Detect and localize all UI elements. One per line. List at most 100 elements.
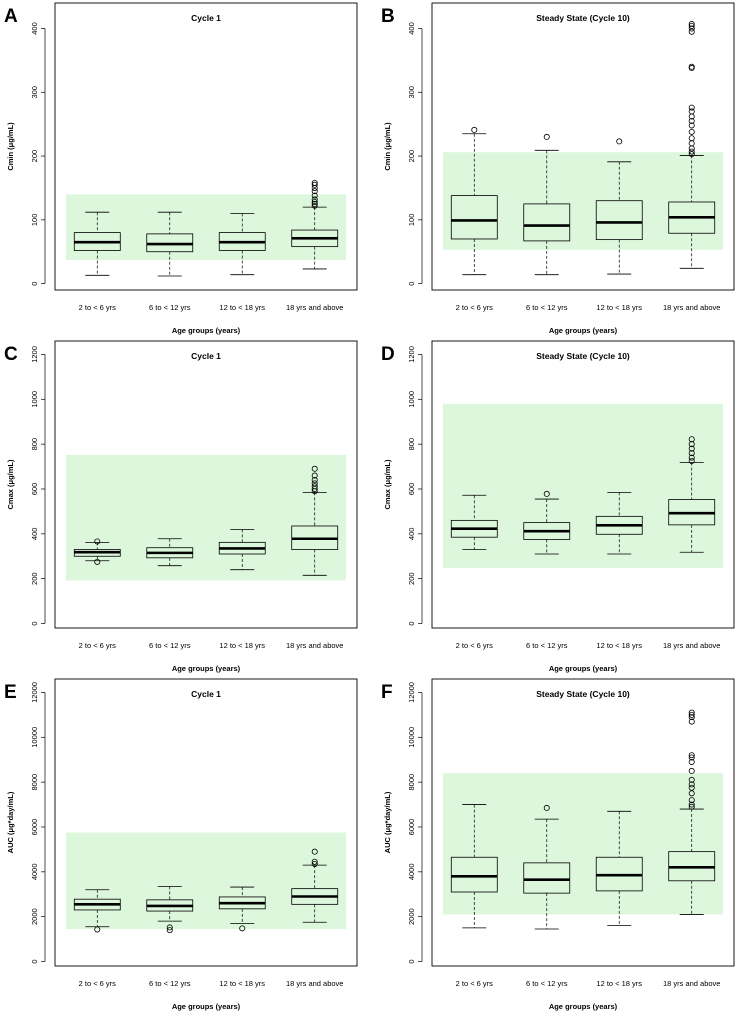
- outlier-point: [688, 767, 695, 774]
- y-tick-label: 600: [407, 483, 416, 496]
- y-axis-label: Cmin (μg/mL): [383, 122, 392, 171]
- panel-letter: C: [4, 344, 18, 365]
- boxplot-chart-d: D Steady State (Cycle 10) 0 200 400 600 800 100…: [381, 340, 735, 673]
- reference-range-band: [66, 194, 346, 261]
- y-tick-label: 800: [407, 438, 416, 451]
- x-axis-label: Age groups (years): [549, 664, 618, 673]
- outlier-point: [688, 752, 695, 759]
- y-tick-label: 2000: [407, 908, 416, 925]
- x-tick-label: 2 to < 6 yrs: [79, 979, 117, 988]
- outlier-point: [688, 803, 695, 810]
- plot-frame: [431, 340, 735, 629]
- y-tick-label: 200: [407, 150, 416, 163]
- chart-title: Cycle 1: [191, 689, 221, 699]
- outlier-point: [688, 21, 695, 28]
- x-tick-label: 12 to < 18 yrs: [219, 641, 265, 650]
- x-tick-label: 6 to < 12 yrs: [526, 303, 568, 312]
- outlier-point: [688, 711, 695, 718]
- outlier-point: [311, 198, 318, 205]
- outlier-point: [688, 457, 695, 464]
- y-tick-label: 4000: [407, 863, 416, 880]
- panel-letter: E: [4, 682, 17, 703]
- boxplot-chart-b: B Steady State (Cycle 10) 0 100 200 300 400 Cmi…: [381, 2, 735, 335]
- outlier-point: [688, 104, 695, 111]
- y-tick-label: 1000: [407, 391, 416, 408]
- outlier-point: [311, 480, 318, 487]
- outlier-point: [688, 148, 695, 155]
- y-tick-label: 6000: [407, 819, 416, 836]
- plot-frame: [54, 678, 358, 967]
- y-tick-label: 0: [407, 621, 416, 625]
- outlier-point: [688, 22, 695, 29]
- outlier-point: [688, 122, 695, 129]
- y-tick-label: 600: [30, 483, 39, 496]
- reference-range-band: [443, 403, 723, 568]
- y-axis-label: AUC (μg*day/mL): [383, 791, 392, 853]
- reference-range-band: [66, 832, 346, 930]
- y-tick-label: 6000: [30, 819, 39, 836]
- outlier-point: [688, 25, 695, 32]
- iqr-box: [523, 203, 571, 242]
- outlier-point: [688, 436, 695, 443]
- x-tick-label: 2 to < 6 yrs: [79, 641, 117, 650]
- outlier-point: [311, 485, 318, 492]
- y-tick-label: 400: [30, 22, 39, 35]
- x-axis-label: Age groups (years): [549, 326, 618, 335]
- outlier-point: [311, 483, 318, 490]
- outlier-point: [311, 477, 318, 484]
- y-tick-label: 400: [30, 528, 39, 541]
- outlier-point: [311, 181, 318, 188]
- outlier-point: [311, 858, 318, 865]
- chart-title: Cycle 1: [191, 351, 221, 361]
- outlier-point: [311, 848, 318, 855]
- y-tick-label: 300: [407, 86, 416, 99]
- panel-b: B Steady State (Cycle 10) 0 100 200 300 400 Cmi…: [377, 0, 754, 338]
- x-axis-label: Age groups (years): [172, 326, 241, 335]
- outlier-point: [311, 202, 318, 209]
- x-tick-label: 18 yrs and above: [663, 641, 721, 650]
- panel-d: D Steady State (Cycle 10) 0 200 400 600 800 100…: [377, 338, 754, 676]
- reference-range-band: [66, 454, 346, 581]
- outlier-point: [471, 126, 478, 133]
- iqr-box: [450, 195, 498, 240]
- y-tick-label: 2000: [30, 908, 39, 925]
- boxplot-chart-e: E Cycle 1 0 2000 4000 6000 8000 10000 12000 AUC (…: [4, 678, 358, 1011]
- x-tick-label: 2 to < 6 yrs: [79, 303, 117, 312]
- x-tick-label: 6 to < 12 yrs: [149, 979, 191, 988]
- outlier-point: [311, 179, 318, 186]
- x-tick-label: 12 to < 18 yrs: [219, 303, 265, 312]
- outlier-point: [311, 200, 318, 207]
- outlier-point: [688, 790, 695, 797]
- chart-title: Steady State (Cycle 10): [536, 351, 630, 361]
- x-tick-label: 6 to < 12 yrs: [149, 303, 191, 312]
- plot-frame: [54, 2, 358, 291]
- outlier-point: [688, 718, 695, 725]
- outlier-point: [688, 128, 695, 135]
- x-tick-label: 2 to < 6 yrs: [456, 303, 494, 312]
- x-tick-label: 18 yrs and above: [286, 641, 344, 650]
- iqr-box: [595, 200, 643, 241]
- panel-letter: F: [381, 682, 393, 703]
- y-tick-label: 200: [30, 572, 39, 585]
- chart-title: Steady State (Cycle 10): [536, 689, 630, 699]
- iqr-box: [450, 856, 498, 893]
- y-tick-label: 200: [30, 150, 39, 163]
- y-tick-label: 8000: [30, 774, 39, 791]
- y-tick-label: 400: [407, 22, 416, 35]
- x-tick-label: 6 to < 12 yrs: [149, 641, 191, 650]
- iqr-box: [523, 862, 571, 894]
- outlier-point: [688, 797, 695, 804]
- outlier-point: [688, 450, 695, 457]
- outlier-point: [688, 151, 695, 158]
- outlier-point: [94, 558, 101, 565]
- y-tick-label: 1200: [407, 346, 416, 363]
- panel-f: F Steady State (Cycle 10) 0 2000 4000 6000 800…: [377, 676, 754, 1014]
- outlier-point: [688, 781, 695, 788]
- chart-title: Steady State (Cycle 10): [536, 13, 630, 23]
- outlier-point: [94, 538, 101, 545]
- outlier-point: [688, 754, 695, 761]
- x-tick-label: 2 to < 6 yrs: [456, 979, 494, 988]
- y-tick-label: 0: [30, 959, 39, 963]
- x-tick-label: 18 yrs and above: [286, 303, 344, 312]
- boxplot-chart-c: C Cycle 1 0 200 400 600 800 1000 1200 Cmax (μg/mL…: [4, 340, 358, 673]
